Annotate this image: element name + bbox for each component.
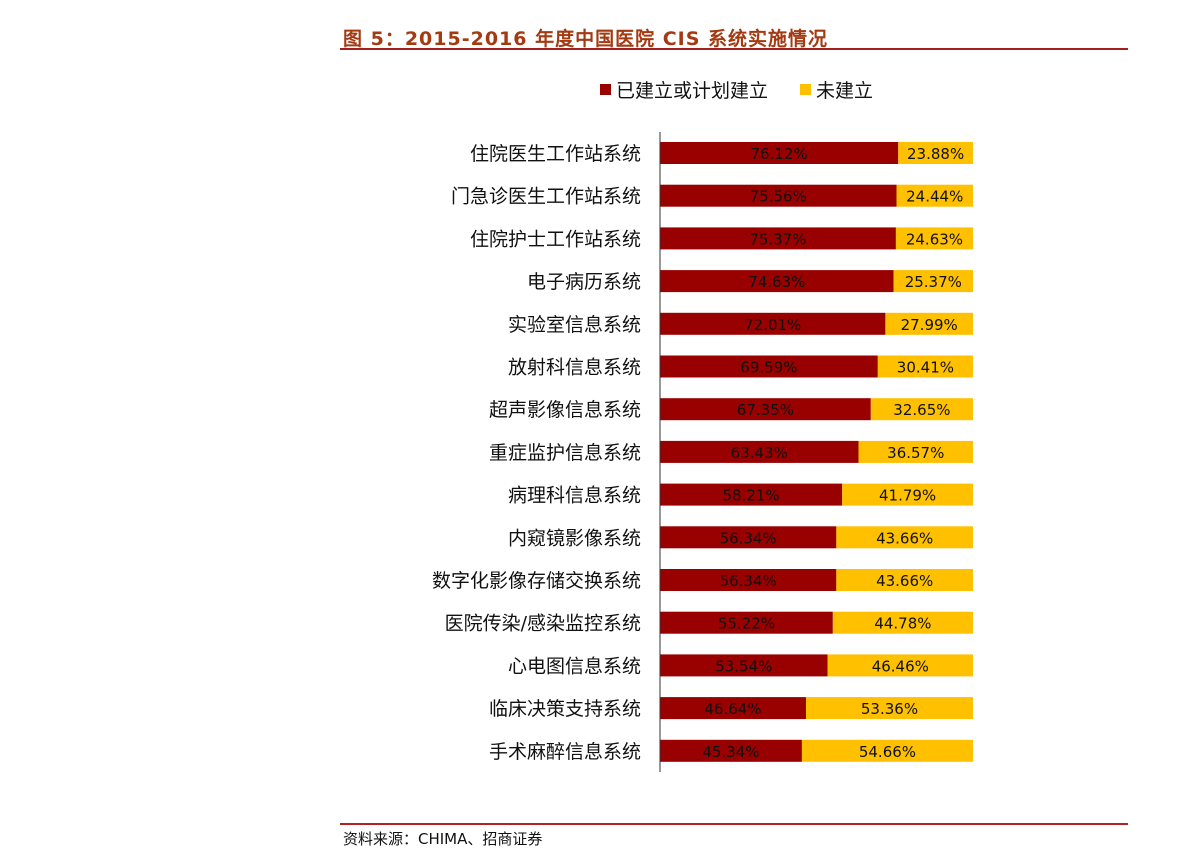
- bar-not-built: [870, 398, 973, 421]
- data-label-not-built: 24.44%: [906, 188, 963, 206]
- legend-swatch-not-built: [800, 84, 811, 95]
- bar-built: [660, 184, 897, 207]
- data-label-built: 75.37%: [749, 230, 806, 248]
- bar-built: [660, 697, 806, 720]
- data-label-not-built: 36.57%: [887, 444, 944, 462]
- data-label-not-built: 44.78%: [874, 615, 931, 633]
- category-label: 医院传染/感染监控系统: [445, 613, 641, 635]
- bar-built: [660, 227, 896, 250]
- data-label-not-built: 53.36%: [861, 700, 918, 718]
- source-note: 资料来源：CHIMA、招商证券: [343, 830, 543, 848]
- data-label-not-built: 46.46%: [872, 657, 929, 675]
- bar-built: [660, 440, 859, 463]
- title-divider: [340, 48, 1128, 50]
- data-label-not-built: 24.63%: [906, 230, 963, 248]
- bar-not-built: [836, 569, 973, 591]
- data-label-built: 72.01%: [744, 316, 801, 334]
- data-label-built: 53.54%: [715, 657, 772, 675]
- category-label: 重症监护信息系统: [489, 442, 641, 464]
- category-label: 手术麻醉信息系统: [489, 741, 641, 763]
- bar-built: [660, 355, 878, 378]
- bar-not-built: [827, 654, 973, 677]
- data-label-built: 75.56%: [750, 188, 807, 206]
- category-label: 心电图信息系统: [508, 655, 641, 677]
- data-label-built: 56.34%: [720, 529, 777, 547]
- bar-built: [660, 569, 837, 591]
- chart-title: 图 5：2015-2016 年度中国医院 CIS 系统实施情况: [343, 28, 829, 50]
- bar-not-built: [858, 440, 973, 463]
- bar-not-built: [895, 227, 973, 250]
- data-label-built: 67.35%: [737, 401, 794, 419]
- data-label-built: 69.59%: [740, 359, 797, 377]
- data-label-built: 56.34%: [720, 572, 777, 590]
- data-label-not-built: 27.99%: [901, 316, 958, 334]
- data-label-not-built: 30.41%: [897, 359, 954, 377]
- data-label-built: 74.63%: [748, 273, 805, 291]
- bar-not-built: [801, 739, 973, 762]
- data-label-built: 58.21%: [722, 487, 779, 505]
- bar-built: [660, 654, 828, 677]
- category-label: 住院医生工作站系统: [470, 143, 641, 165]
- bar-not-built: [842, 483, 973, 506]
- data-label-built: 45.34%: [702, 743, 759, 761]
- bar-not-built: [893, 270, 973, 293]
- category-label: 放射科信息系统: [508, 357, 641, 379]
- data-label-not-built: 54.66%: [859, 743, 916, 761]
- legend-label-built: 已建立或计划建立: [616, 80, 769, 102]
- data-label-not-built: 23.88%: [907, 145, 964, 163]
- legend-label-not-built: 未建立: [816, 80, 874, 102]
- data-label-not-built: 25.37%: [905, 273, 962, 291]
- bar-built: [660, 526, 837, 549]
- bar-built: [660, 398, 871, 421]
- data-label-not-built: 43.66%: [876, 529, 933, 547]
- category-label: 门急诊医生工作站系统: [451, 186, 641, 208]
- footer-divider: [340, 823, 1128, 825]
- data-label-built: 46.64%: [704, 700, 761, 718]
- legend-swatch-built: [600, 84, 611, 95]
- bar-built: [660, 611, 833, 634]
- bar-not-built: [836, 526, 973, 549]
- category-label: 电子病历系统: [527, 271, 641, 293]
- category-label: 临床决策支持系统: [489, 698, 641, 720]
- data-label-not-built: 41.79%: [879, 487, 936, 505]
- data-label-built: 55.22%: [718, 615, 775, 633]
- bar-not-built: [885, 312, 973, 335]
- legend-item-not-built: 未建立: [800, 76, 873, 103]
- category-label: 数字化影像存储交换系统: [432, 570, 641, 592]
- bar-built: [660, 270, 894, 293]
- bar-built: [660, 142, 899, 164]
- category-label: 实验室信息系统: [508, 314, 641, 336]
- legend-item-built: 已建立或计划建立: [600, 76, 768, 103]
- bar-not-built: [805, 697, 973, 720]
- data-label-not-built: 32.65%: [893, 401, 950, 419]
- bar-not-built: [877, 355, 973, 378]
- category-label: 住院护士工作站系统: [470, 228, 641, 250]
- bar-not-built: [898, 142, 973, 164]
- bar-not-built: [832, 611, 973, 634]
- data-label-built: 63.43%: [731, 444, 788, 462]
- category-label: 内窥镜影像系统: [508, 527, 641, 549]
- category-label: 超声影像信息系统: [489, 399, 641, 421]
- bar-built: [660, 312, 886, 335]
- data-label-built: 76.12%: [751, 145, 808, 163]
- data-label-not-built: 43.66%: [876, 572, 933, 590]
- bar-built: [660, 739, 802, 762]
- bar-not-built: [896, 184, 973, 207]
- bar-built: [660, 483, 843, 506]
- category-label: 病理科信息系统: [508, 485, 641, 507]
